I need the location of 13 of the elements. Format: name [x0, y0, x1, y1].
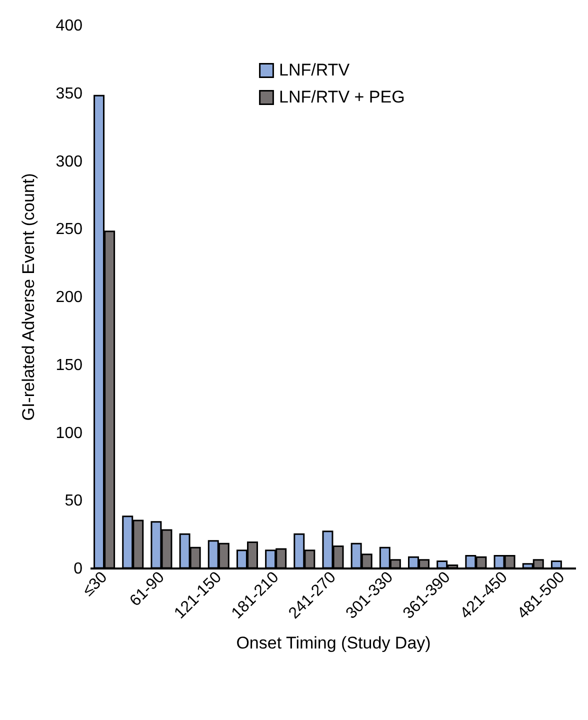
- y-tick-label: 100: [56, 424, 83, 442]
- y-tick-label: 50: [64, 492, 83, 510]
- y-tick-label: 250: [56, 221, 83, 238]
- y-tick-label: 0: [74, 560, 83, 578]
- y-tick-label: 300: [56, 153, 83, 170]
- legend-label: LNF/RTV + PEG: [279, 88, 405, 106]
- y-tick-label: 150: [56, 356, 83, 374]
- y-axis-title: GI-related Adverse Event (count): [18, 173, 38, 421]
- y-tick-label: 400: [56, 18, 83, 34]
- y-tick-label: 200: [56, 289, 83, 306]
- legend-label: LNF/RTV: [279, 60, 350, 80]
- x-axis-title: Onset Timing (Study Day): [236, 634, 431, 653]
- y-tick-label: 350: [56, 85, 83, 102]
